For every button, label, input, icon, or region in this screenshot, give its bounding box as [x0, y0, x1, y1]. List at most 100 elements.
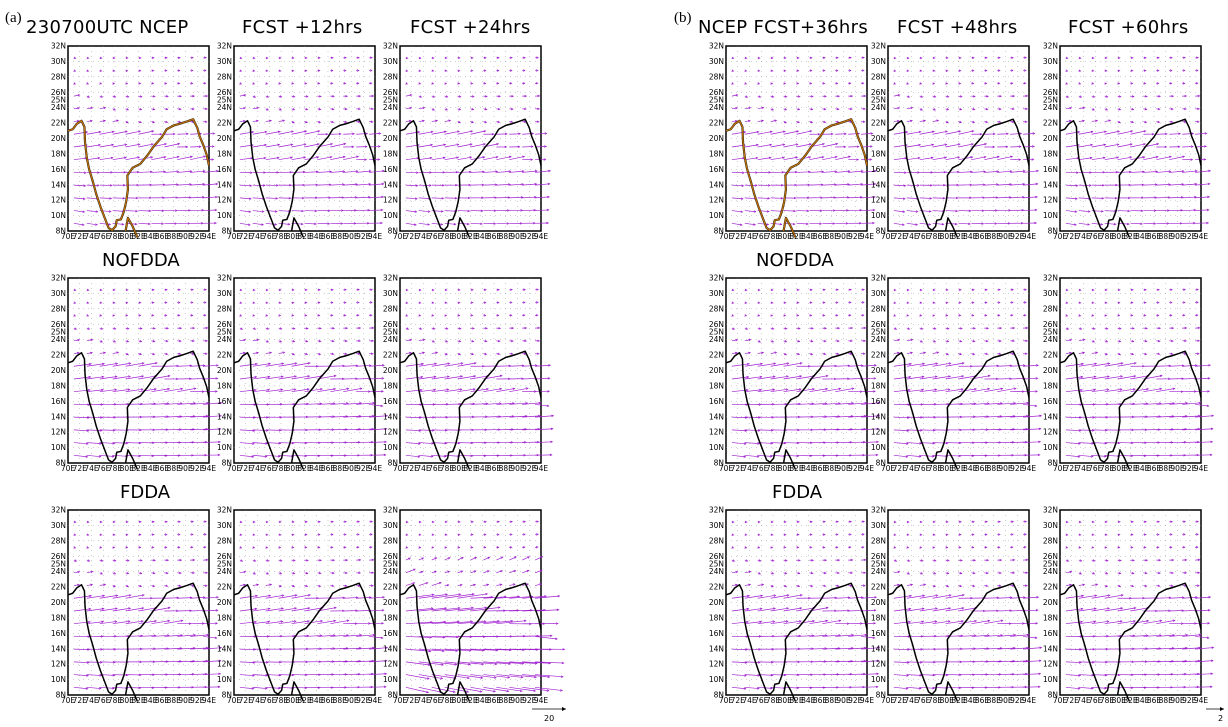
wind-vector-head [261, 223, 265, 226]
wind-vector [783, 388, 802, 393]
wind-vector [1010, 428, 1028, 431]
wind-vector-head [154, 361, 158, 365]
wind-vector [418, 648, 445, 652]
wind-vector [893, 157, 907, 161]
wind-vector-head [1089, 171, 1093, 174]
wind-vector [1010, 441, 1028, 443]
wind-vector-head [985, 352, 989, 356]
latitude-tick-label: 18N [217, 381, 232, 390]
wind-vector-head [1024, 352, 1028, 355]
wind-vector-head [126, 559, 130, 562]
wind-vector-head [808, 143, 812, 146]
wind-vector-head [97, 171, 100, 174]
wind-vector [418, 339, 425, 342]
wind-vector [893, 416, 910, 419]
wind-vector-head [355, 170, 359, 173]
wind-vector-head [483, 130, 487, 133]
wind-vector-head [216, 364, 219, 367]
wind-vector [731, 352, 738, 354]
wind-vector-head [861, 69, 865, 72]
wind-vector-head [256, 119, 259, 123]
wind-vector-head [506, 222, 510, 225]
wind-vector-head [471, 327, 475, 330]
wind-vector-head [128, 375, 131, 378]
wind-vector [291, 454, 307, 457]
wind-vector-head [175, 183, 179, 186]
wind-vector [796, 222, 809, 225]
wind-vector-head [164, 56, 168, 60]
wind-vector [151, 648, 169, 650]
wind-vector [1130, 171, 1145, 173]
wind-vector-head [1034, 404, 1038, 408]
wind-vector [73, 157, 87, 161]
wind-vector [1023, 146, 1035, 148]
wind-vector-head [86, 82, 90, 85]
wind-vector-head [807, 196, 810, 200]
wind-vector-head [190, 155, 193, 159]
latitude-tick-label: 24N [51, 103, 66, 112]
wind-vector-head [767, 184, 771, 187]
wind-vector-head [795, 156, 799, 159]
latitude-tick-label: 12N [217, 660, 232, 669]
wind-vector [822, 184, 837, 186]
wind-vector [125, 620, 144, 625]
wind-vector-head [496, 56, 500, 60]
wind-vector-head [127, 388, 131, 391]
wind-vector [177, 365, 192, 367]
wind-vector [125, 143, 140, 148]
latitude-tick-label: 16N [383, 629, 398, 638]
wind-vector-head [457, 520, 461, 524]
wind-vector [304, 130, 320, 135]
wind-vector-head [314, 209, 318, 213]
wind-vector-head [1035, 377, 1039, 380]
wind-vector [848, 415, 867, 418]
wind-vector [343, 660, 361, 663]
wind-vector [73, 608, 91, 612]
wind-vector [835, 402, 854, 405]
wind-vector-head [809, 82, 813, 85]
wind-vector-head [204, 520, 207, 523]
wind-vector-head [484, 120, 488, 124]
wind-vector-head [408, 557, 411, 560]
wind-vector [483, 156, 499, 161]
wind-vector-head [903, 184, 907, 187]
wind-vector-head [86, 288, 90, 292]
wind-vector-head [73, 301, 77, 304]
wind-vector-head [981, 209, 985, 212]
wind-vector-head [731, 301, 735, 304]
latitude-tick-label: 32N [217, 42, 232, 51]
wind-vector [278, 157, 293, 161]
wind-vector-head [471, 107, 475, 111]
wind-vector-head [759, 375, 763, 379]
wind-vector [356, 673, 374, 675]
wind-vector [906, 157, 920, 161]
wind-vector [164, 156, 180, 161]
wind-vector-head [862, 120, 866, 123]
longitude-tick-label: 82E [789, 232, 804, 241]
wind-vector-head [252, 674, 256, 677]
latitude-tick-label: 30N [217, 57, 232, 66]
wind-vector-head [1117, 82, 1121, 85]
wind-vector-head [499, 374, 503, 378]
wind-vector-head [822, 288, 826, 292]
wind-vector [190, 196, 205, 199]
latitude-tick-label: 22N [709, 351, 724, 360]
latitude-tick-label: 28N [217, 536, 232, 545]
wind-vector-head [217, 685, 221, 689]
wind-vector-head [972, 352, 976, 356]
wind-vector-head [933, 108, 937, 111]
wind-vector-head [89, 594, 92, 598]
wind-vector-head [190, 69, 194, 72]
wind-vector-head [1089, 156, 1093, 160]
wind-vector-head [510, 352, 514, 356]
wind-vector-head [874, 364, 877, 367]
map-canvas: 8N10N12N14N16N18N20N22N24N25N26N28N30N32… [217, 42, 385, 241]
wind-vector [919, 363, 938, 367]
latitude-tick-label: 16N [383, 165, 398, 174]
wind-vector [483, 674, 510, 678]
wind-vector-head [343, 69, 347, 72]
wind-vector-head [420, 570, 424, 574]
wind-vector-head [112, 69, 116, 72]
wind-vector-head [474, 556, 478, 560]
wind-vector [1010, 402, 1029, 405]
